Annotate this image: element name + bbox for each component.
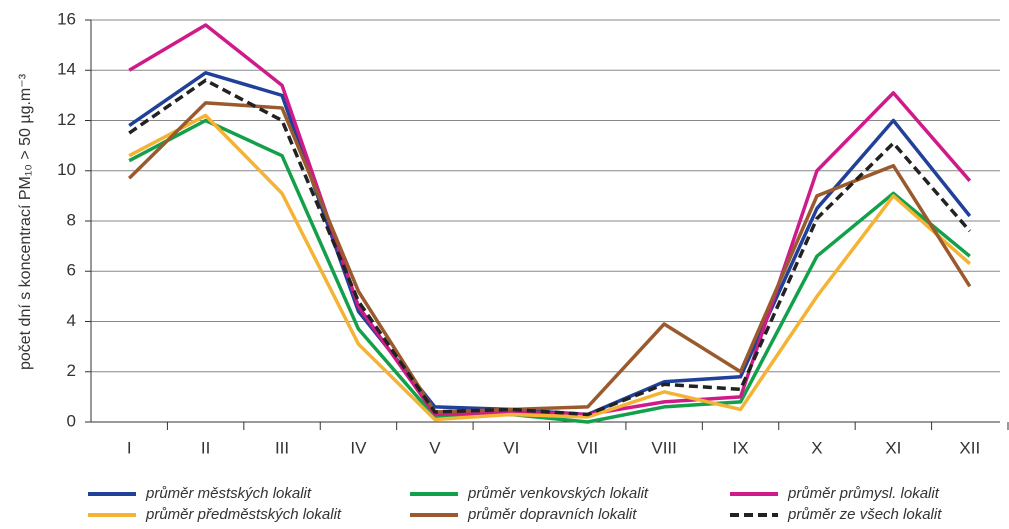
x-tick-label: II xyxy=(201,438,210,457)
y-tick-label: 6 xyxy=(67,261,76,280)
y-axis-label: počet dní s koncentrací PM₁₀ > 50 µg.m⁻³ xyxy=(17,73,34,370)
x-tick-label: XII xyxy=(959,438,980,457)
y-tick-label: 12 xyxy=(57,110,76,129)
legend-label: průměr průmysl. lokalit xyxy=(787,485,940,502)
y-tick-label: 10 xyxy=(57,160,76,179)
series-line xyxy=(128,113,971,422)
y-tick-label: 4 xyxy=(67,311,76,330)
x-tick-label: V xyxy=(429,438,441,457)
series-line xyxy=(127,101,972,414)
y-tick-label: 8 xyxy=(67,210,76,229)
y-tick-label: 0 xyxy=(67,411,76,430)
legend-label: průměr ze všech lokalit xyxy=(787,506,942,523)
series-line xyxy=(128,78,972,417)
series-line xyxy=(128,23,972,417)
y-tick-label: 16 xyxy=(57,9,76,28)
x-tick-label: III xyxy=(275,438,289,457)
x-tick-label: IV xyxy=(350,438,367,457)
series-line xyxy=(128,71,972,417)
x-tick-label: VIII xyxy=(651,438,677,457)
legend-label: průměr dopravních lokalit xyxy=(467,506,637,523)
x-tick-label: IX xyxy=(733,438,749,457)
x-tick-label: X xyxy=(811,438,822,457)
series-line xyxy=(128,118,971,424)
x-tick-label: XI xyxy=(885,438,901,457)
x-tick-label: I xyxy=(127,438,132,457)
x-tick-label: VI xyxy=(503,438,519,457)
y-tick-label: 14 xyxy=(57,60,76,79)
legend-label: průměr městských lokalit xyxy=(145,485,312,502)
x-tick-label: VII xyxy=(577,438,598,457)
y-tick-label: 2 xyxy=(67,361,76,380)
legend-label: průměr předměstských lokalit xyxy=(145,506,342,523)
legend-label: průměr venkovských lokalit xyxy=(467,485,649,502)
